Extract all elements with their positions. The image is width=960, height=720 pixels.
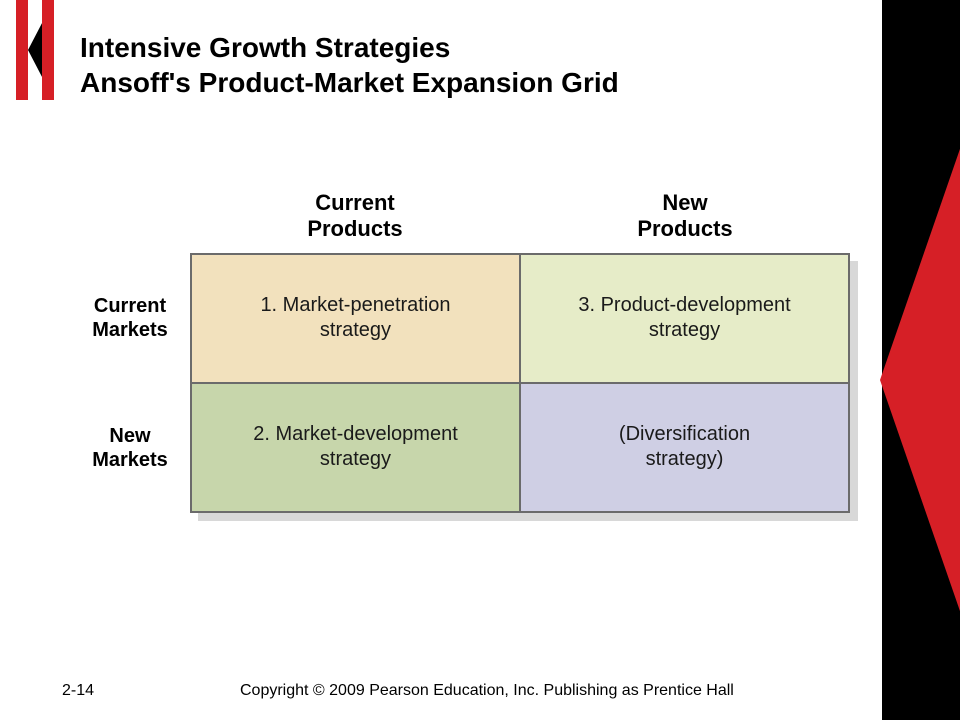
row-header-new-markets: New Markets [70,383,190,513]
slide-title: Intensive Growth Strategies Ansoff's Pro… [80,30,840,100]
col-header-new-products: New Products [520,190,850,253]
ansoff-matrix: Current Products New Products Current Ma… [70,190,850,513]
page-number: 2-14 [62,682,94,700]
right-chevron-icon [880,120,960,640]
row-headers: Current Markets New Markets [70,253,190,513]
logo-red-bar-left [16,0,28,100]
row-header-current-markets: Current Markets [70,253,190,383]
logo-red-bar-right [42,0,54,100]
stage: Intensive Growth Strategies Ansoff's Pro… [0,0,960,720]
title-line-2: Ansoff's Product-Market Expansion Grid [80,65,840,100]
title-line-1: Intensive Growth Strategies [80,30,840,65]
col-header-current-products: Current Products [190,190,520,253]
cell-product-development: 3. Product-development strategy [520,254,849,383]
grid: 1. Market-penetration strategy 3. Produc… [190,253,850,513]
logo [0,0,54,100]
grid-container: 1. Market-penetration strategy 3. Produc… [190,253,850,513]
copyright: Copyright © 2009 Pearson Education, Inc.… [240,682,734,700]
cell-market-development: 2. Market-development strategy [191,383,520,512]
cell-market-penetration: 1. Market-penetration strategy [191,254,520,383]
slide: Intensive Growth Strategies Ansoff's Pro… [0,0,882,720]
grid-wrap: Current Markets New Markets 1. Market-pe… [70,253,850,513]
cell-diversification: (Diversification strategy) [520,383,849,512]
column-headers: Current Products New Products [190,190,850,253]
